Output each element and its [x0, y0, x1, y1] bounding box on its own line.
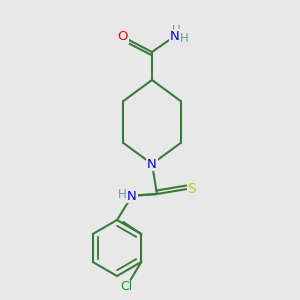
Text: Cl: Cl [120, 280, 132, 293]
Text: S: S [188, 182, 196, 196]
Text: H: H [172, 25, 180, 38]
Text: N: N [170, 29, 180, 43]
Text: O: O [118, 31, 128, 44]
Text: H: H [118, 188, 126, 202]
Text: H: H [180, 32, 188, 46]
Text: N: N [127, 190, 137, 202]
Text: N: N [147, 158, 157, 170]
